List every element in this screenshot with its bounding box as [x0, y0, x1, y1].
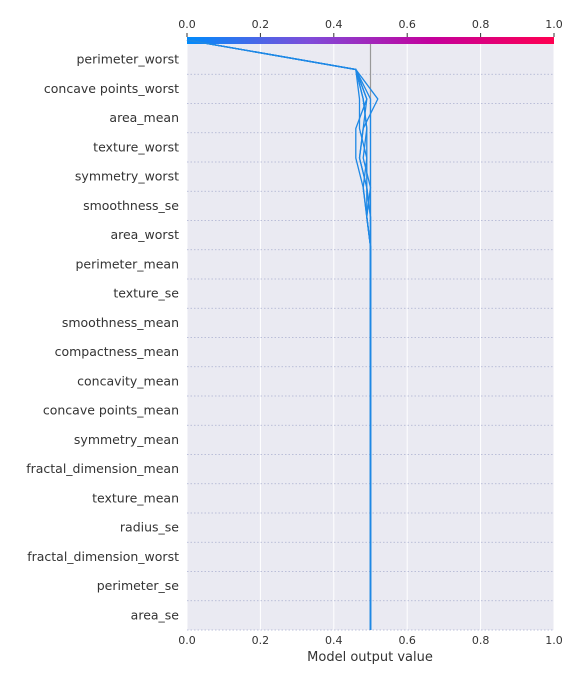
feature-label: perimeter_worst — [76, 52, 179, 67]
feature-label: radius_se — [120, 520, 179, 535]
top-tick-label: 0.0 — [178, 18, 196, 31]
feature-label: perimeter_mean — [75, 256, 179, 271]
feature-label: concavity_mean — [77, 373, 179, 388]
bottom-axis-ticks: 0.0 0.2 0.4 0.6 0.8 1.0 — [178, 634, 563, 647]
bottom-tick-label: 0.2 — [252, 634, 270, 647]
feature-label: texture_worst — [93, 139, 179, 154]
top-tick-label: 0.6 — [398, 18, 416, 31]
feature-label: fractal_dimension_worst — [27, 549, 179, 564]
feature-label: symmetry_mean — [74, 432, 179, 447]
feature-label: texture_se — [113, 286, 179, 301]
feature-label: smoothness_mean — [62, 315, 179, 330]
colorbar — [187, 37, 554, 44]
feature-label: area_se — [131, 607, 180, 622]
top-tick-label: 0.8 — [472, 18, 490, 31]
top-axis-ticks: 0.0 0.2 0.4 0.6 0.8 1.0 — [178, 18, 563, 37]
feature-label: symmetry_worst — [75, 169, 179, 184]
feature-label: texture_mean — [92, 490, 179, 505]
feature-label: area_worst — [110, 227, 179, 242]
bottom-tick-label: 1.0 — [545, 634, 563, 647]
top-tick-label: 1.0 — [545, 18, 563, 31]
feature-label: concave points_mean — [43, 403, 179, 418]
decision-lines — [186, 39, 379, 630]
top-tick-label: 0.4 — [325, 18, 343, 31]
feature-label: perimeter_se — [97, 578, 180, 593]
top-tick-label: 0.2 — [252, 18, 270, 31]
x-axis-label: Model output value — [307, 650, 433, 665]
colorbar-strip — [187, 37, 554, 44]
bottom-tick-label: 0.4 — [325, 634, 343, 647]
feature-label: area_mean — [109, 110, 179, 125]
bottom-tick-label: 0.8 — [472, 634, 490, 647]
feature-label: concave points_worst — [44, 81, 179, 96]
bottom-tick-label: 0.0 — [178, 634, 196, 647]
bottom-tick-label: 0.6 — [398, 634, 416, 647]
decision-line — [186, 39, 372, 630]
feature-label: compactness_mean — [55, 344, 179, 359]
feature-label: smoothness_se — [83, 198, 179, 213]
feature-label: fractal_dimension_mean — [26, 461, 179, 476]
